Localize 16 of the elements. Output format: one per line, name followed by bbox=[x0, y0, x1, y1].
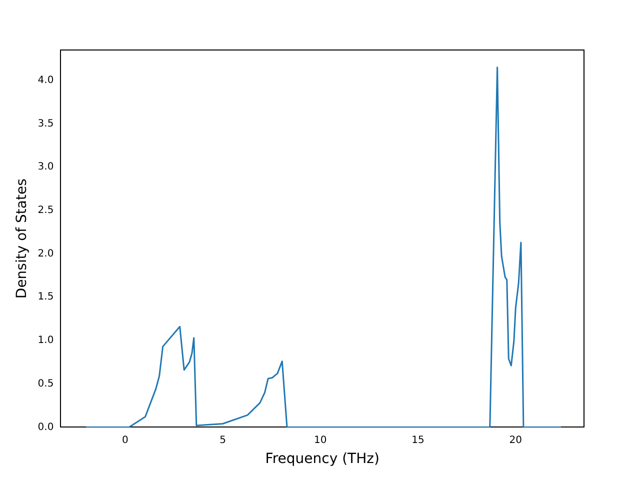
y-tick-label: 0.0 bbox=[38, 422, 54, 433]
y-tick-label: 2.0 bbox=[38, 248, 54, 260]
y-tick-label: 3.0 bbox=[38, 162, 54, 173]
x-tick-label: 20 bbox=[509, 434, 522, 446]
x-tick-label: 15 bbox=[412, 434, 424, 446]
x-axis-title: Frequency (THz) bbox=[265, 451, 380, 468]
x-tick-label: 0 bbox=[122, 434, 128, 446]
y-tick-label: 1.0 bbox=[38, 335, 54, 346]
y-tick-label: 4.0 bbox=[38, 74, 54, 86]
y-tick-label: 1.5 bbox=[38, 292, 54, 303]
y-tick-label: 2.5 bbox=[38, 205, 54, 216]
x-tick-label: 10 bbox=[314, 434, 327, 446]
y-axis-title: Density of States bbox=[14, 178, 30, 299]
x-tick-label: 5 bbox=[220, 434, 226, 446]
y-tick-label: 3.5 bbox=[38, 118, 54, 130]
y-tick-label: 0.5 bbox=[38, 378, 54, 390]
